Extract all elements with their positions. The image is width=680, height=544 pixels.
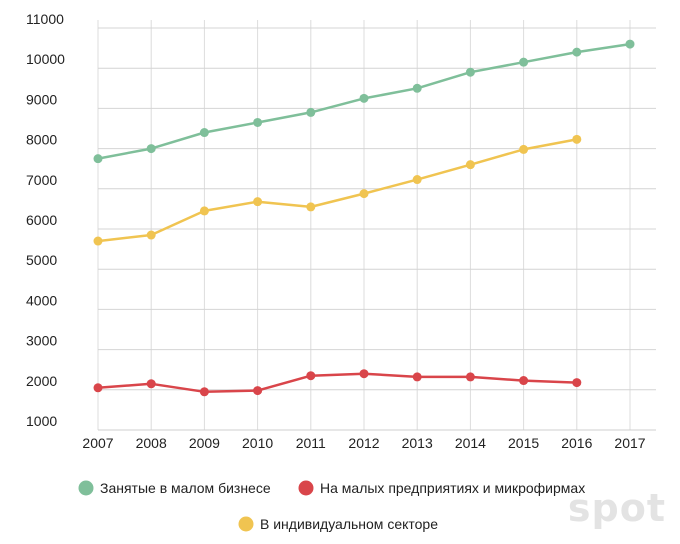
legend: Занятые в малом бизнесе На малых предприя… xyxy=(78,480,585,532)
data-point xyxy=(253,117,263,127)
legend-label: Занятые в малом бизнесе xyxy=(100,480,271,496)
series-group xyxy=(93,39,635,397)
y-tick-label: 10000 xyxy=(26,51,65,67)
legend-marker xyxy=(238,516,254,532)
data-point xyxy=(199,128,209,138)
y-tick-label: 7000 xyxy=(26,172,57,188)
data-point xyxy=(465,372,475,382)
y-tick-label: 9000 xyxy=(26,91,57,107)
data-point xyxy=(199,206,209,216)
data-point xyxy=(572,378,582,388)
data-point xyxy=(359,369,369,379)
legend-item: Занятые в малом бизнесе xyxy=(78,480,271,496)
x-tick-label: 2008 xyxy=(136,435,167,451)
legend-marker xyxy=(78,480,94,496)
legend-label: В индивидуальном секторе xyxy=(260,516,438,532)
series-2 xyxy=(93,369,582,397)
data-point xyxy=(146,144,156,154)
data-point xyxy=(625,39,635,49)
legend-label: На малых предприятиях и микрофирмах xyxy=(320,480,585,496)
data-point xyxy=(359,93,369,103)
x-tick-label: 2015 xyxy=(508,435,539,451)
data-point xyxy=(359,189,369,199)
data-point xyxy=(519,57,529,67)
data-point xyxy=(412,175,422,185)
data-point xyxy=(306,107,316,117)
data-point xyxy=(465,67,475,77)
data-point xyxy=(412,372,422,382)
x-tick-label: 2011 xyxy=(296,435,326,451)
data-point xyxy=(93,383,103,393)
data-point xyxy=(253,197,263,207)
x-tick-label: 2007 xyxy=(82,435,113,451)
data-point xyxy=(199,387,209,397)
data-point xyxy=(253,386,263,396)
y-tick-label: 3000 xyxy=(26,333,57,349)
data-point xyxy=(519,376,529,386)
data-point xyxy=(146,379,156,389)
legend-item: На малых предприятиях и микрофирмах xyxy=(298,480,585,496)
y-tick-label: 6000 xyxy=(26,212,57,228)
x-tick-label: 2017 xyxy=(614,435,645,451)
y-tick-label: 1000 xyxy=(26,413,57,429)
data-point xyxy=(306,371,316,381)
data-point xyxy=(146,230,156,240)
x-axis: 2007 2008 2009 2010 2011 2012 2013 2014 2015 2016… xyxy=(82,435,645,451)
data-point xyxy=(306,202,316,212)
series-line xyxy=(97,138,578,243)
y-tick-label: 2000 xyxy=(26,373,57,389)
data-point xyxy=(519,144,529,154)
watermark: spot xyxy=(567,486,666,530)
x-tick-label: 2016 xyxy=(561,435,592,451)
legend-marker xyxy=(298,480,314,496)
y-tick-label: 8000 xyxy=(26,132,57,148)
x-tick-label: 2013 xyxy=(402,435,433,451)
grid xyxy=(97,20,656,431)
data-point xyxy=(572,134,582,144)
x-tick-label: 2010 xyxy=(242,435,273,451)
series-1 xyxy=(93,39,635,164)
data-point xyxy=(93,236,103,246)
x-tick-label: 2014 xyxy=(455,435,486,451)
x-tick-label: 2012 xyxy=(348,435,379,451)
y-tick-label: 4000 xyxy=(26,292,57,308)
data-point xyxy=(412,83,422,93)
data-point xyxy=(465,160,475,170)
series-line xyxy=(97,372,577,394)
y-tick-label: 11000 xyxy=(26,11,64,27)
y-tick-label: 5000 xyxy=(26,252,57,268)
legend-item: В индивидуальном секторе xyxy=(238,516,438,532)
series-3 xyxy=(93,134,582,246)
y-axis: 1000 2000 3000 4000 5000 6000 7000 8000 9000 1000… xyxy=(26,11,65,429)
x-tick-label: 2009 xyxy=(189,435,220,451)
data-point xyxy=(572,47,582,57)
data-point xyxy=(93,154,103,164)
